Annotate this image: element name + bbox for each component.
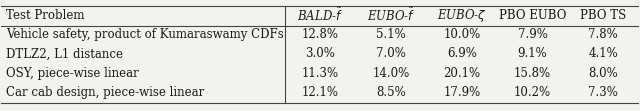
Text: 9.1%: 9.1% — [518, 47, 547, 60]
Text: 17.9%: 17.9% — [443, 86, 481, 99]
Text: EUBO-$\tilde{f}$: EUBO-$\tilde{f}$ — [367, 7, 415, 24]
Text: 12.1%: 12.1% — [302, 86, 339, 99]
Text: 14.0%: 14.0% — [372, 67, 410, 80]
Text: 7.0%: 7.0% — [376, 47, 406, 60]
Text: 7.3%: 7.3% — [588, 86, 618, 99]
Text: 12.8%: 12.8% — [302, 28, 339, 41]
Text: DTLZ2, L1 distance: DTLZ2, L1 distance — [6, 47, 124, 60]
Text: 10.0%: 10.0% — [443, 28, 481, 41]
Text: 11.3%: 11.3% — [301, 67, 339, 80]
Text: PBO EUBO: PBO EUBO — [499, 9, 566, 22]
Text: EUBO-$\zeta$: EUBO-$\zeta$ — [437, 7, 486, 24]
Text: 8.0%: 8.0% — [588, 67, 618, 80]
Text: 8.5%: 8.5% — [376, 86, 406, 99]
Text: Vehicle safety, product of Kumaraswamy CDFs: Vehicle safety, product of Kumaraswamy C… — [6, 28, 284, 41]
Text: PBO TS: PBO TS — [580, 9, 627, 22]
Text: Test Problem: Test Problem — [6, 9, 85, 22]
Text: 15.8%: 15.8% — [514, 67, 551, 80]
Text: 4.1%: 4.1% — [588, 47, 618, 60]
Text: 7.8%: 7.8% — [588, 28, 618, 41]
Text: 5.1%: 5.1% — [376, 28, 406, 41]
Text: 6.9%: 6.9% — [447, 47, 477, 60]
Text: 20.1%: 20.1% — [444, 67, 481, 80]
Text: Car cab design, piece-wise linear: Car cab design, piece-wise linear — [6, 86, 205, 99]
Text: BALD-$\tilde{f}$: BALD-$\tilde{f}$ — [297, 7, 344, 24]
Text: OSY, piece-wise linear: OSY, piece-wise linear — [6, 67, 140, 80]
Text: 3.0%: 3.0% — [305, 47, 335, 60]
Text: 7.9%: 7.9% — [518, 28, 547, 41]
Text: 10.2%: 10.2% — [514, 86, 551, 99]
